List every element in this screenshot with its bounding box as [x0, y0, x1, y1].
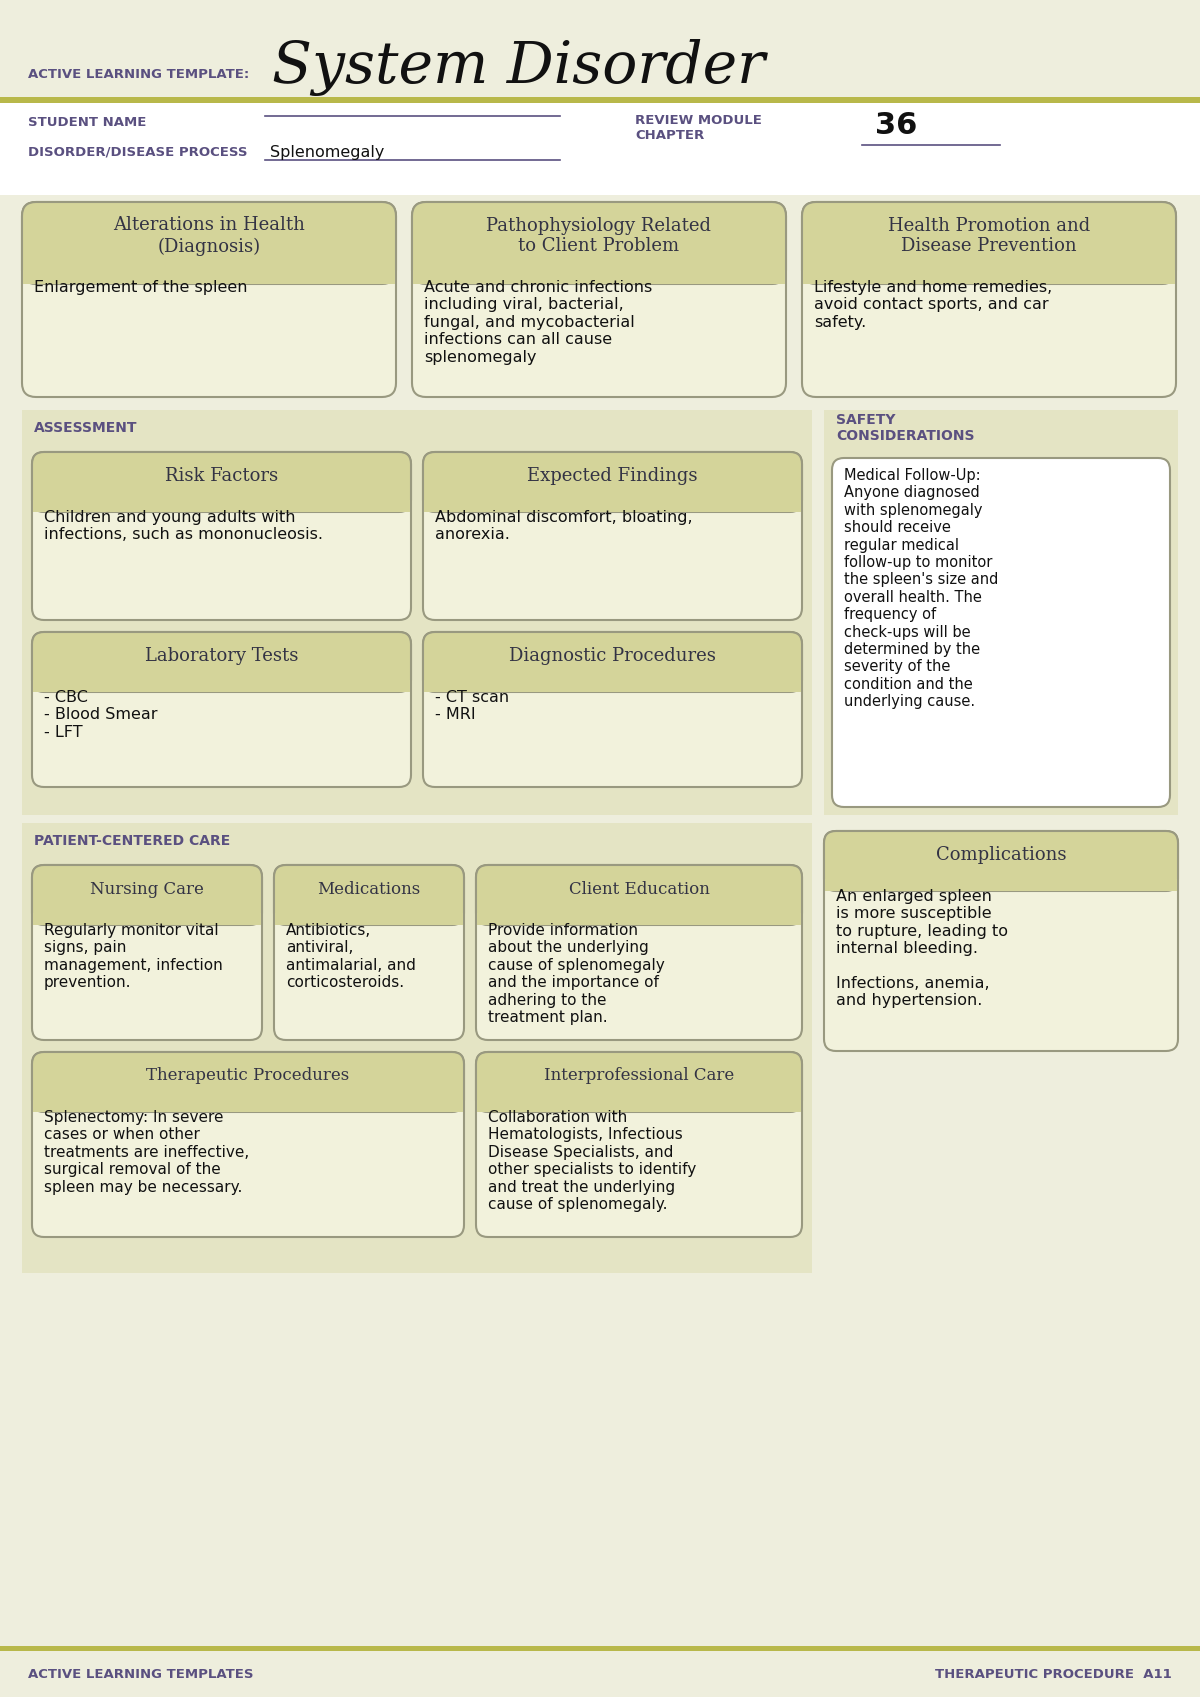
FancyBboxPatch shape [32, 631, 410, 692]
Text: Collaboration with
Hematologists, Infectious
Disease Specialists, and
other spec: Collaboration with Hematologists, Infect… [488, 1110, 696, 1212]
FancyBboxPatch shape [32, 865, 262, 1040]
Text: System Disorder: System Disorder [272, 39, 766, 97]
Text: Nursing Care: Nursing Care [90, 881, 204, 898]
FancyBboxPatch shape [412, 202, 786, 283]
Text: Risk Factors: Risk Factors [164, 467, 278, 485]
Text: ACTIVE LEARNING TEMPLATE:: ACTIVE LEARNING TEMPLATE: [28, 68, 250, 80]
FancyBboxPatch shape [832, 458, 1170, 808]
Bar [424, 680, 802, 692]
Bar [803, 270, 1175, 283]
Bar [22, 823, 812, 1273]
Bar [0, 104, 1200, 195]
Bar [826, 879, 1177, 891]
Text: Splenectomy: In severe
cases or when other
treatments are ineffective,
surgical : Splenectomy: In severe cases or when oth… [44, 1110, 250, 1195]
Bar [478, 913, 802, 925]
FancyBboxPatch shape [32, 631, 410, 787]
Bar [0, 97, 1200, 104]
Text: An enlarged spleen
is more susceptible
to rupture, leading to
internal bleeding.: An enlarged spleen is more susceptible t… [836, 889, 1008, 1008]
FancyBboxPatch shape [476, 1052, 802, 1112]
Text: Antibiotics,
antiviral,
antimalarial, and
corticosteroids.: Antibiotics, antiviral, antimalarial, an… [286, 923, 416, 991]
Bar [824, 411, 1178, 815]
FancyBboxPatch shape [32, 451, 410, 619]
Text: PATIENT-CENTERED CARE: PATIENT-CENTERED CARE [34, 833, 230, 848]
Text: STUDENT NAME: STUDENT NAME [28, 117, 146, 129]
Text: Diagnostic Procedures: Diagnostic Procedures [509, 647, 716, 665]
Text: Interprofessional Care: Interprofessional Care [544, 1067, 734, 1084]
Text: Complications: Complications [936, 847, 1067, 864]
Bar [413, 270, 785, 283]
FancyBboxPatch shape [802, 202, 1176, 397]
FancyBboxPatch shape [802, 202, 1176, 283]
Text: ASSESSMENT: ASSESSMENT [34, 421, 138, 434]
FancyBboxPatch shape [32, 865, 262, 925]
Text: Enlargement of the spleen: Enlargement of the spleen [34, 280, 247, 295]
Text: Laboratory Tests: Laboratory Tests [145, 647, 298, 665]
Bar [23, 270, 395, 283]
Text: - CT scan
- MRI: - CT scan - MRI [436, 691, 509, 723]
FancyBboxPatch shape [412, 202, 786, 397]
Text: REVIEW MODULE
CHAPTER: REVIEW MODULE CHAPTER [635, 114, 762, 143]
Text: Regularly monitor vital
signs, pain
management, infection
prevention.: Regularly monitor vital signs, pain mana… [44, 923, 223, 991]
Text: Children and young adults with
infections, such as mononucleosis.: Children and young adults with infection… [44, 511, 323, 543]
Text: Medications: Medications [317, 881, 421, 898]
Bar [34, 501, 410, 512]
FancyBboxPatch shape [32, 1052, 464, 1112]
FancyBboxPatch shape [824, 832, 1178, 1050]
Text: - CBC
- Blood Smear
- LFT: - CBC - Blood Smear - LFT [44, 691, 157, 740]
Text: DISORDER/DISEASE PROCESS: DISORDER/DISEASE PROCESS [28, 146, 247, 158]
Text: Abdominal discomfort, bloating,
anorexia.: Abdominal discomfort, bloating, anorexia… [436, 511, 692, 543]
Text: 36: 36 [875, 110, 917, 139]
Text: ACTIVE LEARNING TEMPLATES: ACTIVE LEARNING TEMPLATES [28, 1668, 253, 1680]
FancyBboxPatch shape [32, 1052, 464, 1237]
FancyBboxPatch shape [22, 202, 396, 397]
Bar [424, 501, 802, 512]
Text: Expected Findings: Expected Findings [527, 467, 697, 485]
FancyBboxPatch shape [424, 631, 802, 787]
Bar [34, 1100, 463, 1112]
FancyBboxPatch shape [22, 202, 396, 283]
Bar [478, 1100, 802, 1112]
Bar [34, 913, 262, 925]
Bar [22, 411, 812, 815]
Text: Therapeutic Procedures: Therapeutic Procedures [146, 1067, 349, 1084]
FancyBboxPatch shape [274, 865, 464, 1040]
Bar [275, 913, 463, 925]
Text: Provide information
about the underlying
cause of splenomegaly
and the importanc: Provide information about the underlying… [488, 923, 665, 1025]
Text: Splenomegaly: Splenomegaly [270, 144, 384, 160]
FancyBboxPatch shape [476, 1052, 802, 1237]
Text: THERAPEUTIC PROCEDURE  A11: THERAPEUTIC PROCEDURE A11 [935, 1668, 1172, 1680]
Bar [34, 680, 410, 692]
Bar [0, 1646, 1200, 1651]
FancyBboxPatch shape [824, 832, 1178, 891]
FancyBboxPatch shape [32, 451, 410, 512]
Text: Lifestyle and home remedies,
avoid contact sports, and car
safety.: Lifestyle and home remedies, avoid conta… [814, 280, 1052, 329]
Text: SAFETY
CONSIDERATIONS: SAFETY CONSIDERATIONS [836, 412, 974, 443]
Text: Pathophysiology Related
to Client Problem: Pathophysiology Related to Client Proble… [486, 217, 712, 256]
Text: Client Education: Client Education [569, 881, 709, 898]
FancyBboxPatch shape [424, 631, 802, 692]
Text: Health Promotion and
Disease Prevention: Health Promotion and Disease Prevention [888, 217, 1090, 256]
Text: Medical Follow-Up:
Anyone diagnosed
with splenomegaly
should receive
regular med: Medical Follow-Up: Anyone diagnosed with… [844, 468, 998, 709]
FancyBboxPatch shape [476, 865, 802, 925]
Text: Alterations in Health
(Diagnosis): Alterations in Health (Diagnosis) [113, 217, 305, 256]
FancyBboxPatch shape [424, 451, 802, 619]
FancyBboxPatch shape [274, 865, 464, 925]
Text: Acute and chronic infections
including viral, bacterial,
fungal, and mycobacteri: Acute and chronic infections including v… [424, 280, 653, 365]
FancyBboxPatch shape [424, 451, 802, 512]
FancyBboxPatch shape [476, 865, 802, 1040]
